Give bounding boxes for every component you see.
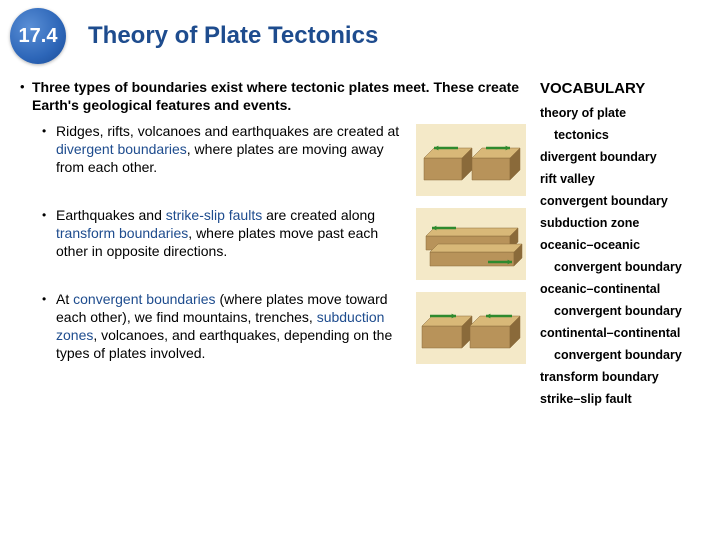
vocab-item: oceanic–continental (540, 281, 706, 297)
keyword-strike-slip: strike-slip faults (166, 207, 262, 223)
vocab-item: rift valley (540, 171, 706, 187)
vocab-item: convergent boundary (540, 259, 706, 275)
bullet-dot: • (42, 206, 56, 280)
bullet-dot: • (42, 122, 56, 196)
vocab-item: tectonics (540, 127, 706, 143)
vocab-item: convergent boundary (540, 347, 706, 363)
vocab-item: divergent boundary (540, 149, 706, 165)
section-number-badge: 17.4 (10, 8, 66, 64)
keyword-convergent: convergent boundaries (73, 291, 215, 307)
page-title: Theory of Plate Tectonics (88, 22, 378, 50)
vocab-item: subduction zone (540, 215, 706, 231)
main-bullet-text: Three types of boundaries exist where te… (32, 78, 526, 114)
keyword-divergent: divergent boundaries (56, 141, 187, 157)
subpoint-convergent: • At convergent boundaries (where plates… (42, 290, 526, 364)
vocab-list: theory of plate tectonics divergent bounda… (540, 105, 706, 407)
vocab-item: convergent boundary (540, 303, 706, 319)
subpoint-text: Ridges, rifts, volcanoes and earthquakes… (56, 122, 412, 196)
diagram-transform (416, 208, 526, 280)
subpoints-list: • Ridges, rifts, volcanoes and earthquak… (42, 122, 526, 364)
bullet-dot: • (20, 78, 32, 114)
vocab-item: continental–continental (540, 325, 706, 341)
header: 17.4 Theory of Plate Tectonics (0, 0, 720, 68)
bullet-dot: • (42, 290, 56, 364)
keyword-transform: transform boundaries (56, 225, 188, 241)
vocab-item: convergent boundary (540, 193, 706, 209)
vocab-item: transform boundary (540, 369, 706, 385)
subpoint-text: At convergent boundaries (where plates m… (56, 290, 412, 364)
vocabulary-sidebar: VOCABULARY theory of plate tectonics diver… (534, 78, 706, 413)
subpoint-divergent: • Ridges, rifts, volcanoes and earthquak… (42, 122, 526, 196)
main-content: • Three types of boundaries exist where … (0, 68, 720, 423)
vocab-item: oceanic–oceanic (540, 237, 706, 253)
diagram-convergent (416, 292, 526, 364)
main-bullet: • Three types of boundaries exist where … (20, 78, 526, 114)
diagram-divergent (416, 124, 526, 196)
section-number: 17.4 (19, 25, 58, 48)
vocab-item: theory of plate (540, 105, 706, 121)
subpoint-text: Earthquakes and strike-slip faults are c… (56, 206, 412, 280)
subpoint-transform: • Earthquakes and strike-slip faults are… (42, 206, 526, 280)
vocab-heading: VOCABULARY (540, 80, 706, 97)
content-column: • Three types of boundaries exist where … (20, 78, 534, 413)
vocab-item: strike–slip fault (540, 391, 706, 407)
